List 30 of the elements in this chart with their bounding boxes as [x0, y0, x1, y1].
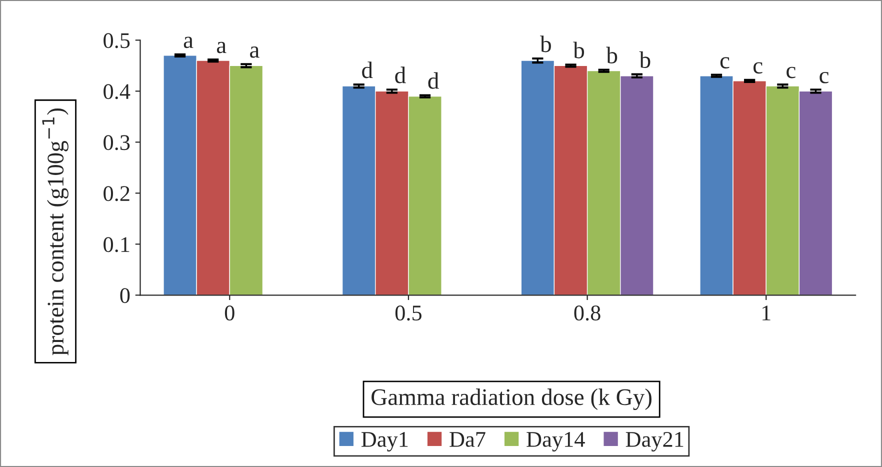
data-label: d	[362, 62, 373, 78]
data-label: b	[606, 46, 618, 64]
data-label: c	[820, 72, 829, 84]
data-label: a	[216, 42, 226, 54]
data-label: a	[250, 46, 260, 58]
legend-label: Day14	[526, 432, 585, 452]
legend-label: Day1	[361, 432, 408, 452]
y-tick-label: 0.5	[104, 33, 130, 48]
data-label: d	[428, 72, 439, 89]
data-label: c	[720, 57, 730, 69]
y-tick-label: 0.1	[104, 237, 130, 252]
y-tick-label: 0.3	[104, 135, 130, 150]
data-label: d	[395, 66, 406, 84]
x-tick-label: 0.8	[574, 306, 600, 321]
y-tick-label: 0	[120, 288, 130, 304]
legend-label: Day21	[626, 432, 684, 452]
x-tick-label: 1	[762, 306, 770, 320]
x-tick-label: 0	[224, 306, 234, 321]
data-label: b	[639, 51, 650, 68]
data-label: c	[754, 62, 762, 74]
data-label: b	[540, 36, 551, 52]
x-axis-title: Gamma radiation dose (k Gy)	[372, 388, 652, 410]
y-axis-title: protein content (g100g$^{−1}$)	[42, 108, 68, 356]
x-tick-label: 0.5	[395, 306, 422, 321]
data-label: b	[573, 42, 584, 58]
data-label: c	[786, 66, 796, 78]
data-label: a	[184, 36, 194, 48]
y-tick-label: 0.2	[104, 186, 130, 202]
y-tick-label: 0.4	[104, 84, 130, 100]
legend-label: Da7	[450, 432, 486, 447]
